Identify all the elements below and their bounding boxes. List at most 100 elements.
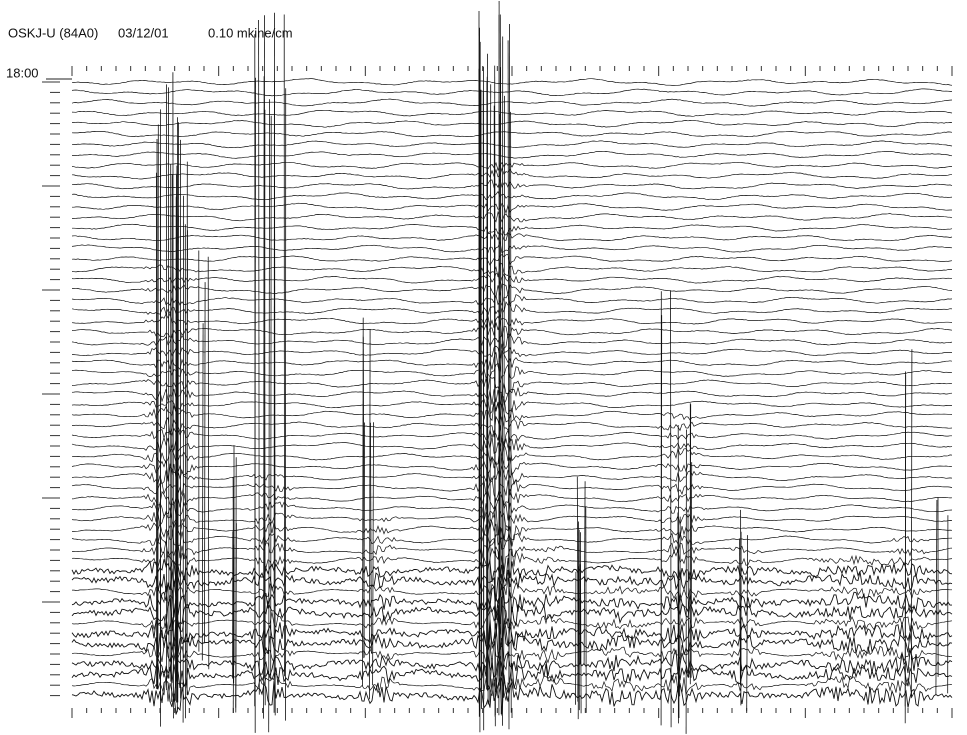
trace: [72, 518, 953, 546]
spike: [677, 512, 679, 724]
trace: [72, 202, 952, 215]
spike: [171, 174, 173, 702]
trace: [72, 150, 953, 159]
trace: [71, 537, 953, 561]
trace: [71, 425, 952, 449]
trace: [71, 191, 953, 201]
spike: [493, 105, 496, 717]
spike: [270, 115, 272, 680]
start-time-label: 18:00: [6, 65, 39, 80]
trace: [71, 568, 953, 602]
trace: [71, 273, 953, 285]
trace: [71, 312, 953, 329]
trace: [71, 488, 953, 511]
spike: [510, 111, 512, 713]
trace: [71, 495, 953, 521]
trace: [71, 387, 953, 406]
trace: [71, 376, 953, 395]
trace: [71, 262, 952, 278]
trace: [71, 505, 953, 536]
date-label: 03/12/01: [118, 25, 169, 40]
trace: [71, 350, 953, 372]
spike: [679, 516, 681, 697]
trace: [71, 119, 953, 128]
trace: [71, 403, 953, 423]
trace: [71, 672, 953, 702]
trace: [71, 333, 953, 350]
spike: [486, 53, 489, 705]
trace: [71, 595, 953, 629]
spike: [268, 99, 271, 733]
spike: [677, 424, 680, 719]
spike: [370, 422, 372, 654]
trace: [71, 613, 953, 650]
spike: [372, 422, 374, 686]
traces: [71, 78, 953, 716]
spike: [689, 404, 692, 678]
spike: [182, 195, 185, 723]
trace: [71, 232, 953, 242]
trace: [71, 253, 953, 266]
spike: [479, 113, 482, 733]
trace: [71, 436, 953, 454]
trace: [71, 240, 953, 254]
spike: [235, 523, 237, 713]
spike: [577, 566, 579, 702]
spike: [263, 76, 265, 719]
spike: [482, 91, 485, 731]
station-label: OSKJ-U (84A0): [8, 25, 98, 40]
trace: [71, 161, 953, 172]
trace: [71, 674, 953, 716]
trace: [71, 343, 952, 359]
trace: [72, 573, 952, 606]
spike: [176, 214, 179, 713]
spike: [739, 538, 741, 686]
trace: [71, 647, 953, 678]
trace: [71, 88, 953, 97]
trace: [71, 167, 952, 180]
trace: [71, 178, 953, 190]
spike: [583, 481, 586, 664]
trace: [71, 130, 953, 138]
trace: [71, 210, 953, 223]
spike: [362, 336, 365, 658]
spike: [485, 76, 488, 690]
scale-label: 0.10 mkine/cm: [208, 25, 293, 40]
spike: [258, 19, 260, 695]
trace: [71, 393, 953, 419]
trace: [71, 321, 953, 339]
spike: [201, 323, 204, 661]
spike: [273, 12, 276, 716]
ticks: [42, 66, 953, 718]
spike: [369, 328, 371, 700]
spike: [498, 0, 501, 686]
spike: [480, 90, 483, 690]
trace: [71, 583, 952, 618]
trace: [71, 557, 953, 583]
spike: [232, 544, 235, 714]
trace: [71, 140, 953, 149]
spike: [690, 462, 693, 678]
spike: [580, 532, 582, 714]
trace: [71, 465, 953, 486]
trace: [71, 622, 953, 663]
spike: [263, 15, 266, 706]
spike: [910, 349, 913, 699]
trace: [71, 655, 953, 694]
spike: [935, 499, 938, 695]
spike: [172, 72, 174, 719]
spike: [204, 282, 206, 644]
trace: [71, 546, 953, 575]
trace: [71, 415, 953, 438]
spikes: [155, 0, 949, 734]
trace: [71, 637, 953, 671]
trace: [71, 293, 953, 307]
spike: [174, 196, 177, 701]
trace: [71, 301, 953, 319]
trace: [71, 525, 953, 550]
trace: [71, 78, 953, 86]
spike: [687, 513, 689, 678]
trace: [71, 109, 953, 117]
spike: [503, 95, 505, 698]
trace: [71, 362, 953, 383]
